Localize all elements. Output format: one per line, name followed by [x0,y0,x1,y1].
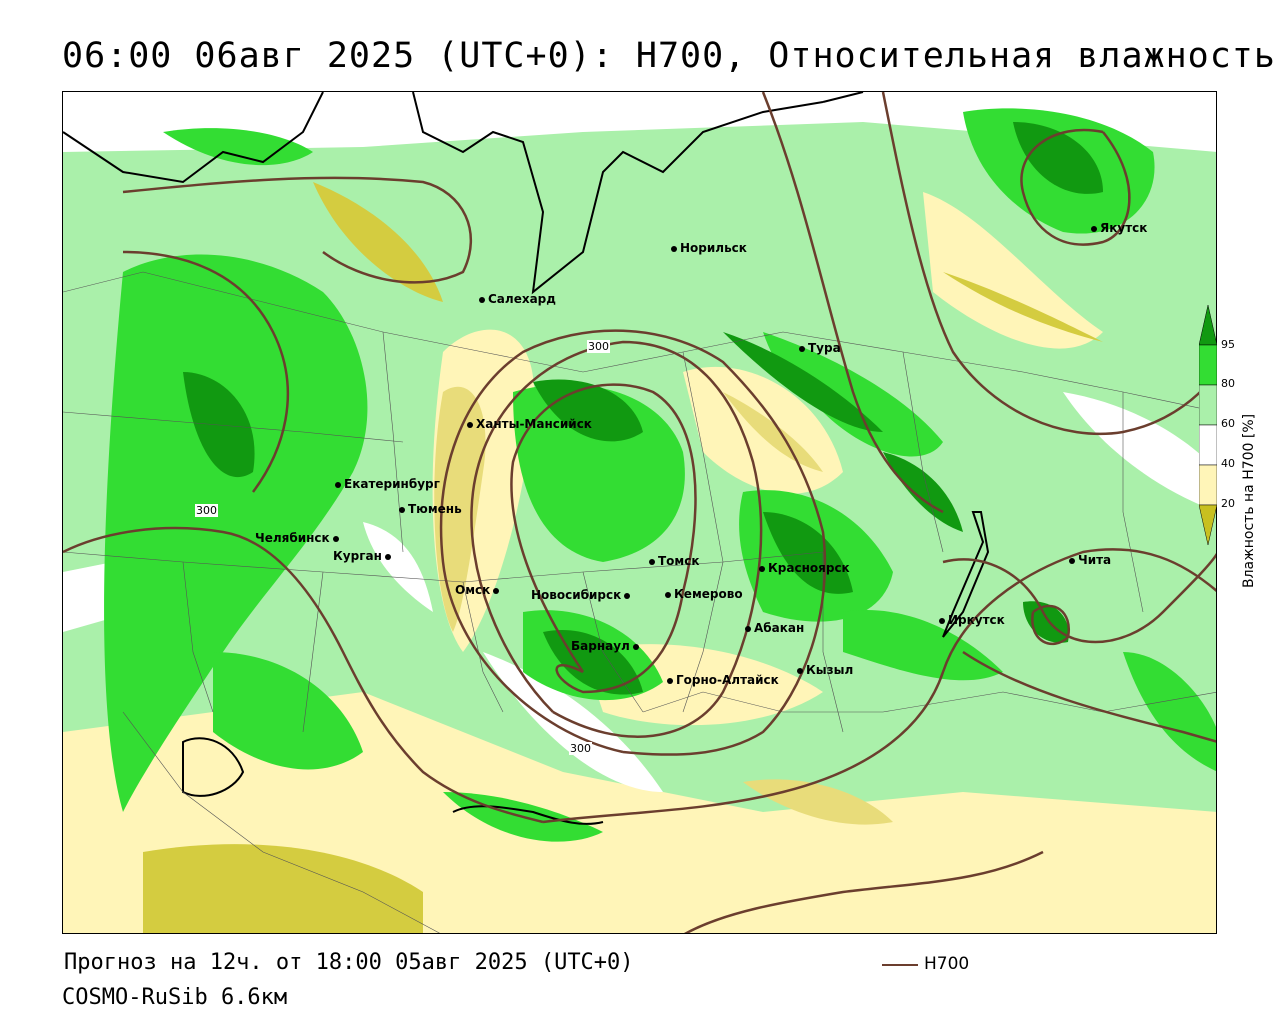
city-tura: Тура [799,341,841,355]
city-label: Тюмень [408,502,462,516]
city-dot [745,625,751,632]
city-dot [797,667,803,674]
city-label: Челябинск [255,531,330,545]
city-label: Красноярск [768,561,850,575]
city-chita: Чита [1069,553,1111,567]
city-dot [624,592,631,599]
contour-legend-label: H700 [924,954,970,974]
city-dot [399,506,405,513]
contour-legend-line [882,964,918,966]
city-dot [665,591,671,598]
city-salekhard: Салехард [479,292,556,306]
city-yakutsk: Якутск [1091,221,1147,235]
model-name: COSMO-RuSib 6.6км [62,985,288,1010]
city-dot [671,245,677,252]
city-label: Якутск [1100,221,1148,235]
colorbar-tick: 80 [1221,377,1235,390]
city-dot [384,553,391,560]
city-label: Абакан [754,621,805,635]
city-dot [479,296,485,303]
city-gorno-altaysk: Горно-Алтайск [667,673,779,687]
city-dot [799,345,805,352]
city-yekaterinburg: Екатеринбург [335,477,440,491]
city-dot [649,558,655,565]
city-dot [332,535,339,542]
city-kurgan: Курган [333,549,394,563]
city-label: Новосибирск [531,588,622,602]
forecast-info: Прогноз на 12ч. от 18:00 05авг 2025 (UTC… [64,950,634,975]
city-label: Горно-Алтайск [676,673,779,687]
city-label: Салехард [488,292,556,306]
city-label: Екатеринбург [344,477,440,491]
map-panel: 300 300 300 Норильск Салехард Тура Якутс… [62,91,1217,934]
city-label: Тура [808,341,841,355]
humidity-field [63,92,1216,933]
city-dot [1091,225,1097,232]
city-dot [939,617,945,624]
city-norilsk: Норильск [671,241,747,255]
city-irkutsk: Иркутск [939,613,1005,627]
city-chelyabinsk: Челябинск [255,531,342,545]
city-kemerovo: Кемерово [665,587,743,601]
city-label: Курган [333,549,382,563]
colorbar-tick: 60 [1221,417,1235,430]
city-label: Кемерово [674,587,743,601]
city-dot [667,677,673,684]
city-label: Ханты-Мансийск [476,417,592,431]
city-label: Кызыл [806,663,854,677]
city-label: Чита [1078,553,1112,567]
city-dot [1069,557,1075,564]
colorbar-tick: 40 [1221,457,1235,470]
map-title: 06:00 06авг 2025 (UTC+0): H700, Относите… [62,36,1276,76]
city-khanty-mansiysk: Ханты-Мансийск [467,417,592,431]
city-tomsk: Томск [649,554,700,568]
city-label: Барнаул [571,639,630,653]
contour-label: 300 [569,742,592,755]
city-novosibirsk: Новосибирск [531,588,633,602]
colorbar [1199,305,1217,545]
city-abakan: Абакан [745,621,804,635]
city-label: Омск [455,583,491,597]
city-kyzyl: Кызыл [797,663,853,677]
city-tyumen: Тюмень [399,502,462,516]
city-label: Иркутск [948,613,1005,627]
contour-label: 300 [587,340,610,353]
city-dot [493,587,500,594]
colorbar-title: Влажность на H700 [%] [1241,413,1257,588]
colorbar-tick: 20 [1221,497,1235,510]
city-dot [632,643,639,650]
colorbar-tick: 95 [1221,338,1235,351]
city-omsk: Омск [455,583,502,597]
city-label: Томск [658,554,700,568]
contour-label: 300 [195,504,218,517]
city-krasnoyarsk: Красноярск [759,561,850,575]
city-barnaul: Барнаул [571,639,642,653]
city-dot [335,481,341,488]
city-dot [759,565,765,572]
city-dot [467,421,473,428]
city-label: Норильск [680,241,747,255]
